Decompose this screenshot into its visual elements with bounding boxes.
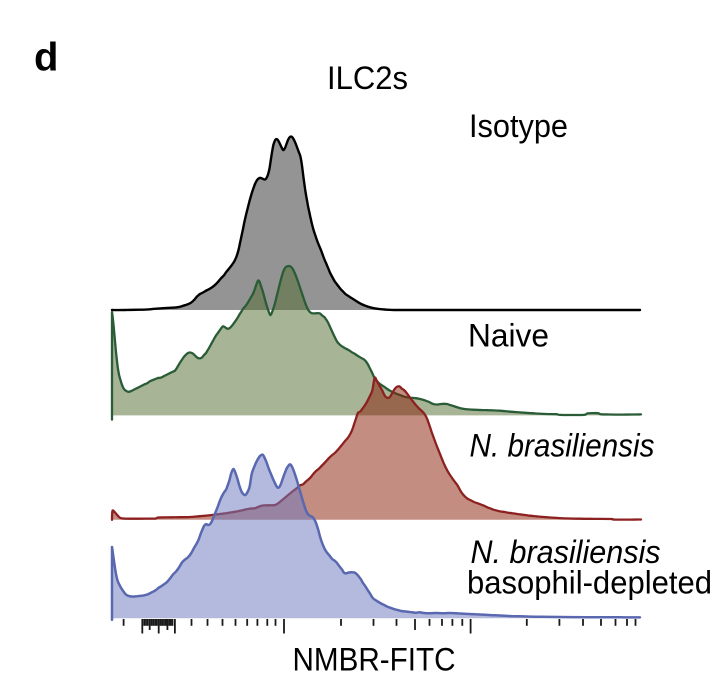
svg-text:N. brasiliensis: N. brasiliensis [470, 428, 655, 464]
svg-text:N. brasiliensis: N. brasiliensis [471, 534, 661, 570]
svg-text:Isotype: Isotype [469, 108, 568, 144]
svg-text:ILC2s: ILC2s [327, 60, 408, 96]
svg-text:basophil-depleted: basophil-depleted [467, 565, 712, 601]
svg-text:d: d [34, 36, 58, 80]
svg-text:Naive: Naive [468, 318, 549, 354]
svg-text:NMBR-FITC: NMBR-FITC [293, 642, 456, 678]
